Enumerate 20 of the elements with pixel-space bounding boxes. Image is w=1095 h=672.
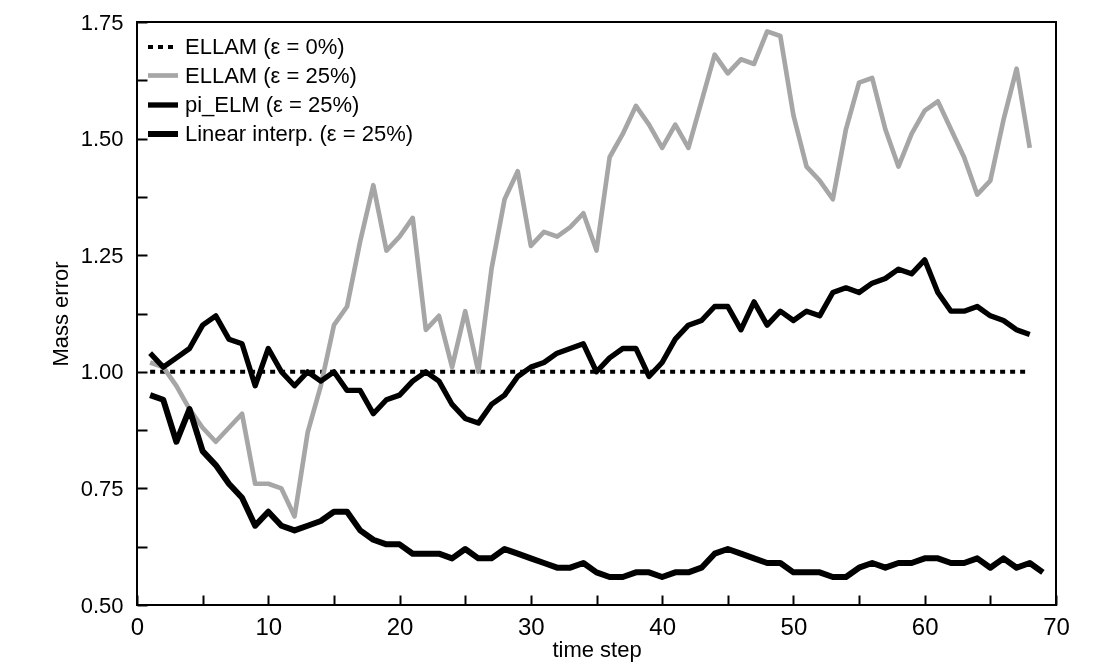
y-tick-label: 0.75 <box>80 475 124 501</box>
x-tick-label: 0 <box>130 612 145 640</box>
x-tick-label: 10 <box>255 612 283 640</box>
x-tick-label: 40 <box>649 612 676 640</box>
y-axis-title: Mass error <box>47 261 73 367</box>
x-tick-label: 20 <box>386 612 414 640</box>
legend-label: ELLAM (ε = 0%) <box>185 34 345 59</box>
legend-label: ELLAM (ε = 25%) <box>185 62 357 88</box>
y-tick-label: 1.00 <box>80 359 124 385</box>
y-tick-label: 1.25 <box>80 242 124 268</box>
legend-label: Linear interp. (ε = 25%) <box>185 121 414 146</box>
legend-label: pi_ELM (ε = 25%) <box>185 92 360 117</box>
x-axis-title: time step <box>552 636 642 662</box>
y-tick-label: 1.50 <box>80 126 124 152</box>
x-tick-label: 30 <box>518 612 545 640</box>
y-tick-label: 0.50 <box>80 592 124 618</box>
x-tick-label: 60 <box>911 612 939 640</box>
x-tick-label: 70 <box>1043 612 1070 640</box>
y-tick-label: 1.75 <box>80 9 124 35</box>
x-tick-label: 50 <box>780 612 808 640</box>
